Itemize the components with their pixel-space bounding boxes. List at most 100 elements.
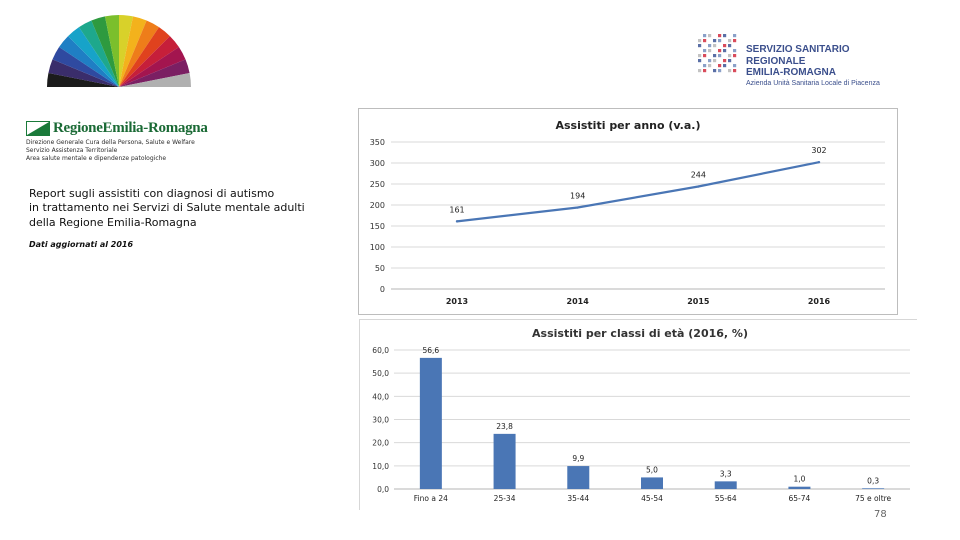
bar	[493, 433, 516, 489]
bar	[788, 486, 811, 489]
ssr-dot	[718, 54, 722, 58]
y-tick-label: 150	[370, 222, 385, 231]
x-tick-label: 2016	[808, 297, 831, 306]
y-tick-label: 20,0	[372, 439, 389, 448]
ssr-region: EMILIA-ROMAGNA	[746, 67, 836, 78]
ssr-dot	[728, 59, 732, 63]
x-tick-label: 25-34	[494, 494, 516, 503]
ssr-dot	[698, 69, 702, 73]
ssr-grid-icon	[698, 34, 737, 73]
ssr-dot	[733, 54, 737, 58]
rer-flag-icon	[26, 121, 50, 136]
ssr-dot	[718, 49, 722, 53]
data-label: 5,0	[646, 465, 658, 474]
ssr-dot	[718, 34, 722, 38]
series-line	[456, 161, 820, 223]
bar	[567, 466, 590, 489]
y-tick-label: 250	[370, 180, 385, 189]
y-tick-label: 30,0	[372, 416, 389, 425]
y-tick-label: 10,0	[372, 462, 389, 471]
ssr-dot	[713, 59, 717, 63]
data-label: 3,3	[720, 469, 732, 478]
ssr-dot	[698, 44, 702, 48]
ssr-dot	[733, 49, 737, 53]
bar	[419, 357, 442, 489]
x-tick-label: Fino a 24	[414, 494, 448, 503]
data-label: 9,9	[572, 454, 584, 463]
data-point	[817, 160, 821, 164]
x-tick-label: 2015	[687, 297, 710, 306]
ssr-dot	[723, 49, 727, 53]
ssr-dot	[728, 39, 732, 43]
fan-segment	[47, 73, 119, 87]
rer-area: Area salute mentale e dipendenze patolog…	[26, 155, 167, 163]
ssr-dot	[733, 34, 737, 38]
ssr-dot	[703, 54, 707, 58]
fan-segment	[119, 47, 186, 87]
ssr-dot	[728, 69, 732, 73]
ssr-agency: Azienda Unità Sanitaria Locale di Piacen…	[746, 79, 880, 87]
fan-segment	[68, 27, 119, 88]
page-number: 78	[874, 509, 887, 520]
data-updated-note: Dati aggiornati al 2016	[29, 240, 134, 249]
ssr-dot	[708, 64, 712, 68]
y-tick-label: 50,0	[372, 369, 389, 378]
report-line-2: in trattamento nei Servizi di Salute men…	[29, 201, 305, 215]
ssr-dot	[698, 54, 702, 58]
bar-chart-svg: Assistiti per classi di età (2016, %) 0,0…	[372, 327, 910, 503]
report-title: Report sugli assistiti con diagnosi di a…	[29, 187, 349, 230]
fan-segment	[119, 16, 147, 87]
fan-segment	[79, 20, 119, 87]
ssr-dot	[718, 39, 722, 43]
ssr-dot	[713, 39, 717, 43]
data-label: 302	[811, 146, 826, 155]
y-tick-label: 0	[380, 285, 385, 294]
ssr-dot	[708, 44, 712, 48]
rer-service: Servizio Assistenza Territoriale	[26, 147, 118, 155]
color-fan-logo	[47, 15, 191, 88]
ssr-dot	[703, 49, 707, 53]
fan-segment	[48, 59, 119, 87]
ssr-dot	[733, 39, 737, 43]
data-label: 1,0	[793, 475, 805, 484]
x-tick-label: 75 e oltre	[855, 494, 891, 503]
rer-logo-block: RegioneEmilia-Romagna Direzione Generale…	[26, 120, 346, 163]
ssr-dot	[713, 44, 717, 48]
y-tick-label: 40,0	[372, 392, 389, 401]
x-tick-label: 2014	[567, 297, 590, 306]
line-chart-svg: Assistiti per anno (v.a.) 0 50 100 150 200 250…	[370, 119, 885, 306]
ssr-dot	[718, 64, 722, 68]
ssr-dot	[703, 39, 707, 43]
data-label: 56,6	[423, 346, 440, 355]
fan-segment	[119, 20, 159, 87]
ssr-dot	[703, 64, 707, 68]
data-label: 161	[449, 205, 464, 214]
y-tick-label: 200	[370, 201, 385, 210]
y-tick-label: 50	[375, 264, 385, 273]
chart-title: Assistiti per anno (v.a.)	[556, 119, 701, 132]
chart-title: Assistiti per classi di età (2016, %)	[532, 327, 748, 340]
ssr-dot	[698, 39, 702, 43]
chart-assistiti-per-eta: Assistiti per classi di età (2016, %) 0,0…	[359, 319, 917, 510]
ssr-dot	[723, 64, 727, 68]
y-tick-label: 100	[370, 243, 385, 252]
ssr-dot	[708, 34, 712, 38]
fan-segment	[119, 36, 179, 87]
ssr-dot	[723, 44, 727, 48]
bar	[714, 481, 737, 489]
ssr-dot	[713, 54, 717, 58]
fan-segment	[119, 27, 170, 88]
x-tick-label: 55-64	[715, 494, 737, 503]
ssr-dot	[698, 59, 702, 63]
bar	[862, 488, 885, 489]
ssr-dot	[723, 59, 727, 63]
ssr-dot	[728, 44, 732, 48]
report-line-3: della Regione Emilia-Romagna	[29, 215, 197, 229]
ssr-logo: SERVIZIO SANITARIO REGIONALE EMILIA-ROMA…	[696, 30, 906, 87]
fan-segment	[119, 73, 191, 87]
fan-segment	[59, 36, 119, 87]
data-label: 23,8	[496, 422, 513, 431]
ssr-dot	[733, 64, 737, 68]
ssr-dot	[733, 69, 737, 73]
y-tick-label: 300	[370, 159, 385, 168]
